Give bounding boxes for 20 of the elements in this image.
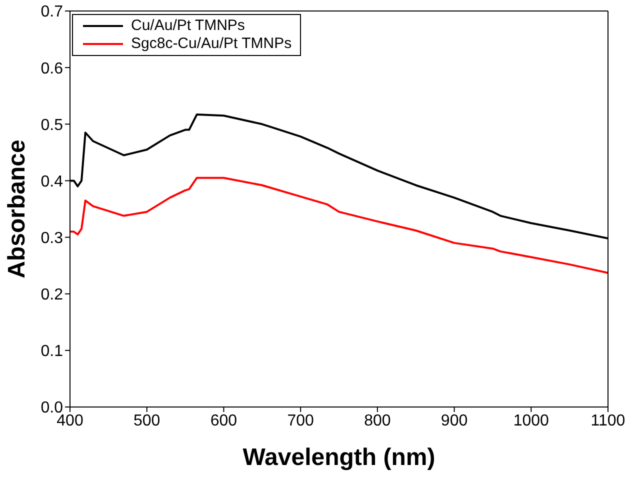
y-tick-label: 0.1 bbox=[40, 343, 64, 360]
legend-label: Sgc8c-Cu/Au/Pt TMNPs bbox=[131, 35, 292, 53]
x-tick-label: 900 bbox=[440, 412, 468, 430]
y-tick-label: 0.4 bbox=[40, 173, 64, 190]
legend-label: Cu/Au/Pt TMNPs bbox=[131, 17, 245, 35]
x-tick-label: 1000 bbox=[513, 412, 550, 430]
y-tick-label: 0.5 bbox=[40, 116, 64, 134]
y-tick-label: 0.7 bbox=[40, 4, 64, 21]
y-tick-label: 0.2 bbox=[40, 286, 64, 304]
x-tick-label: 500 bbox=[134, 412, 160, 430]
x-tick-label: 600 bbox=[210, 412, 238, 430]
x-axis-title: Wavelength (nm) bbox=[242, 444, 436, 471]
x-tick-label: 1100 bbox=[590, 412, 626, 430]
y-tick-label: 0.6 bbox=[40, 60, 64, 78]
line-series bbox=[70, 176, 608, 274]
x-tick-label: 800 bbox=[364, 412, 391, 430]
y-axis-title: Absorbance bbox=[4, 140, 31, 278]
y-tick-label: 0.3 bbox=[40, 230, 64, 247]
x-tick-label: 700 bbox=[287, 412, 314, 430]
x-tick-label: 400 bbox=[56, 412, 84, 430]
